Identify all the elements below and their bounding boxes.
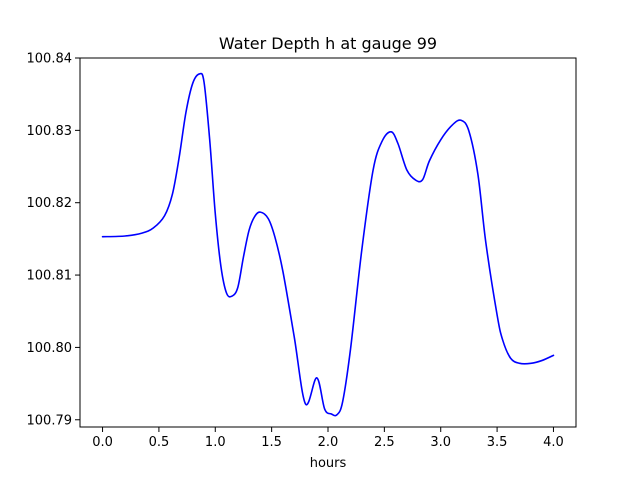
series-line bbox=[101, 72, 555, 417]
y-axis-ticks: 100.79 100.80 100.81 100.82 100.83 100.84 bbox=[27, 52, 80, 428]
x-tick-label: 1.0 bbox=[205, 435, 226, 450]
x-tick-label: 3.5 bbox=[487, 435, 508, 450]
chart-title: Water Depth h at gauge 99 bbox=[219, 34, 437, 53]
y-tick-label: 100.81 bbox=[27, 269, 73, 284]
x-axis-ticks: 0.0 0.5 1.0 1.5 2.0 2.5 3.0 3.5 4.0 bbox=[92, 427, 564, 450]
x-tick-label: 1.5 bbox=[261, 435, 282, 450]
y-tick-label: 100.83 bbox=[27, 124, 73, 139]
series-layer bbox=[101, 72, 555, 417]
x-tick-label: 2.5 bbox=[374, 435, 395, 450]
y-tick-label: 100.79 bbox=[27, 413, 73, 428]
y-tick-label: 100.84 bbox=[27, 52, 73, 67]
x-tick-label: 4.0 bbox=[543, 435, 564, 450]
x-axis-label: hours bbox=[310, 456, 347, 471]
x-tick-label: 0.5 bbox=[149, 435, 170, 450]
y-tick-label: 100.80 bbox=[27, 341, 73, 356]
x-tick-label: 2.0 bbox=[318, 435, 339, 450]
plot-frame bbox=[79, 57, 577, 428]
x-tick-label: 0.0 bbox=[92, 435, 113, 450]
y-tick-label: 100.82 bbox=[27, 196, 73, 211]
x-tick-label: 3.0 bbox=[430, 435, 451, 450]
